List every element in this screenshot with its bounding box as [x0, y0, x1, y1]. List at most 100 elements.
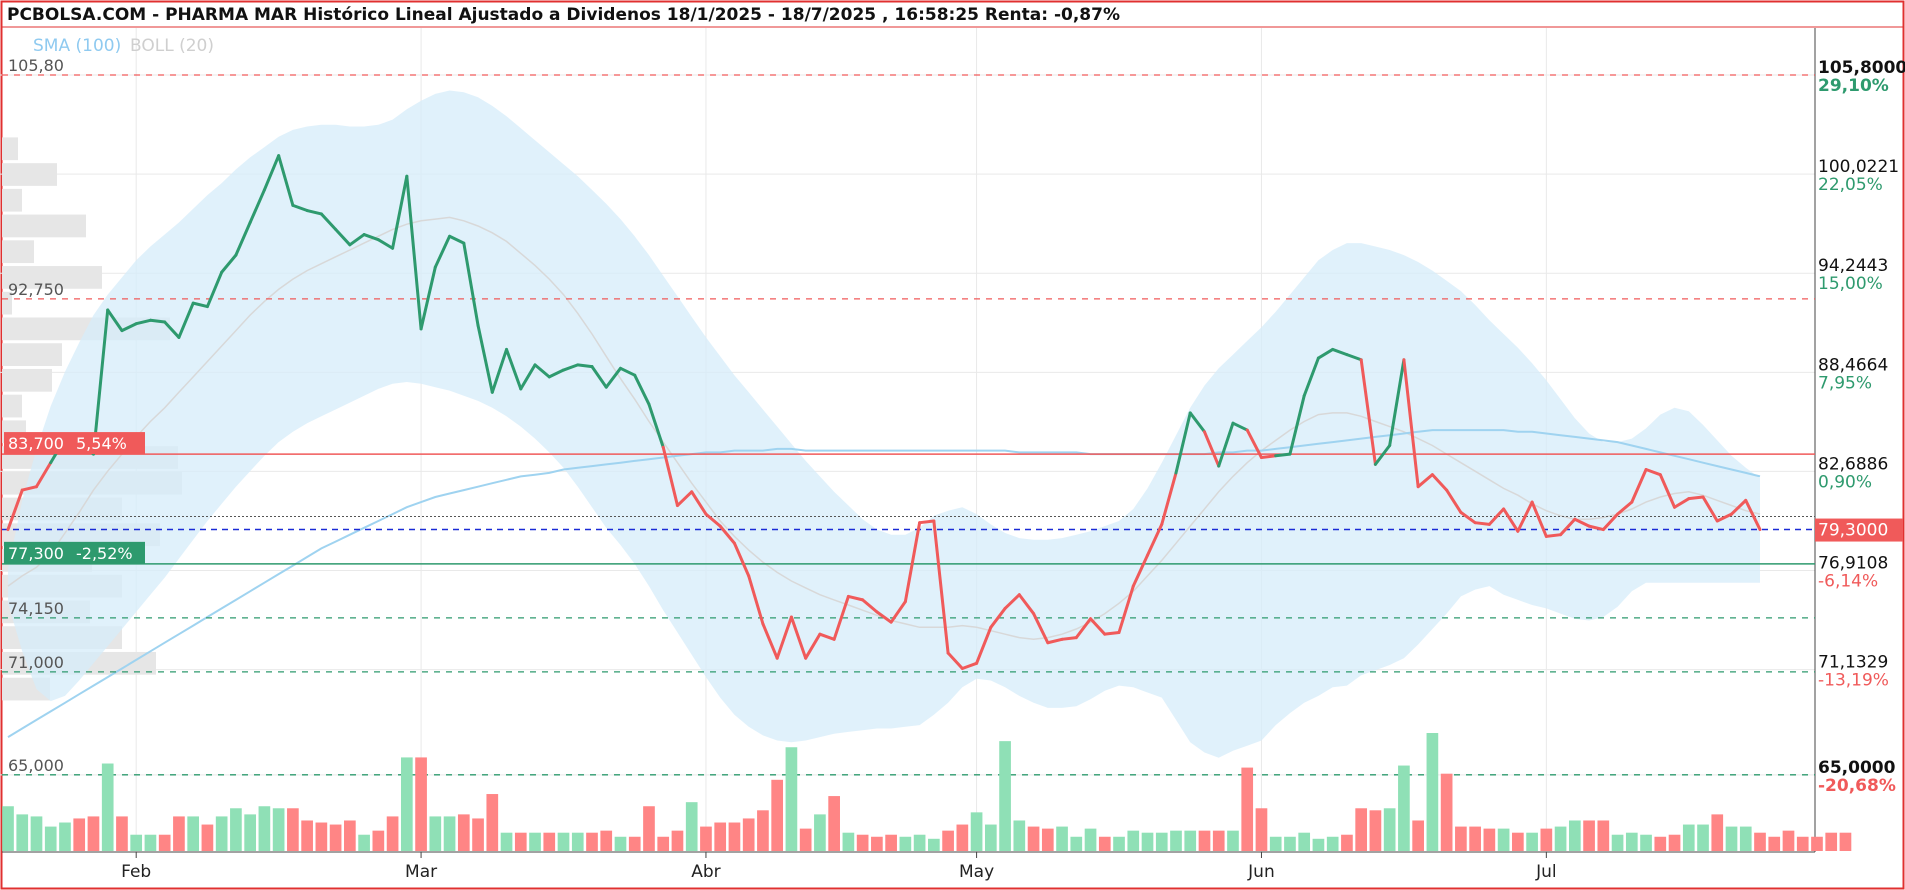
price-segment: [861, 598, 879, 614]
price-segment: [448, 234, 466, 245]
price-segment: [1060, 636, 1078, 641]
volume-bar: [842, 832, 855, 851]
price-segment: [576, 363, 594, 369]
volume-bar: [1754, 832, 1766, 851]
volume-bar: [1369, 810, 1382, 851]
volume-bar: [329, 824, 342, 851]
price-segment: [1359, 358, 1377, 466]
reference-level-label: 92,750: [8, 280, 64, 299]
price-segment: [1601, 512, 1620, 532]
volume-bar: [571, 832, 584, 851]
volume-bar: [942, 830, 954, 851]
price-segment: [1146, 522, 1164, 557]
volume-bar: [1455, 826, 1467, 851]
volume-bar: [1497, 828, 1510, 851]
right-axis-pct: -13,19%: [1818, 671, 1889, 691]
left-level-labels: 105,80 92,750 74,150 71,000 65,000 83,700 5,54…: [4, 56, 145, 775]
reference-level-label: 71,000: [8, 653, 64, 672]
volume-bar: [1568, 820, 1581, 851]
price-segment: [1630, 468, 1648, 504]
volume-bar: [1184, 830, 1197, 851]
price-segment: [932, 519, 950, 655]
volume-bar: [543, 832, 556, 851]
price-segment: [647, 402, 665, 449]
volume-bar: [1056, 826, 1068, 851]
price-segment: [1259, 454, 1278, 460]
volume-profile-bar: [2, 214, 86, 238]
volume-bar: [258, 806, 271, 851]
resistance-level-tag: [4, 541, 145, 564]
volume-bar: [1084, 828, 1097, 851]
price-segment: [533, 363, 551, 379]
price-segment: [20, 485, 38, 492]
price-segment: [191, 301, 209, 309]
volume-bar: [1412, 820, 1424, 851]
volume-bar: [244, 814, 256, 851]
price-segment: [832, 594, 850, 641]
sma-line: [7, 429, 1761, 738]
volume-bar: [999, 741, 1011, 851]
volume-bar: [415, 757, 427, 851]
volume-bar: [1483, 828, 1496, 851]
volume-bar: [586, 832, 598, 851]
volume-bar: [913, 834, 926, 851]
price-segment: [1502, 507, 1520, 533]
right-axis-price: 71,1329: [1818, 653, 1888, 673]
right-axis-pct: -20,68%: [1818, 776, 1896, 796]
price-segment: [134, 318, 152, 326]
volume-bar: [600, 830, 613, 851]
resistance-level-value: 77,300: [8, 544, 64, 563]
volume-bar: [1554, 826, 1567, 851]
price-segment: [91, 308, 110, 456]
volume-bar: [44, 826, 57, 851]
price-segment: [1316, 347, 1335, 360]
price-segment: [1573, 517, 1591, 528]
x-tick-label: May: [959, 862, 994, 882]
volume-bar: [400, 757, 413, 851]
price-segment: [775, 615, 793, 660]
volume-bar: [1298, 832, 1311, 851]
price-segment: [875, 610, 893, 624]
volume-bar: [1041, 828, 1054, 851]
reference-level-label: 65,000: [8, 756, 64, 775]
volume-bar: [1170, 830, 1182, 851]
price-segment: [34, 461, 53, 489]
volume-bar: [899, 836, 912, 851]
price-segment: [690, 490, 708, 516]
price-segment: [305, 209, 323, 216]
right-axis-price: 82,6886: [1818, 454, 1888, 474]
volume-bar: [386, 816, 399, 851]
price-segment: [348, 233, 366, 247]
support-level-tag: [4, 432, 145, 455]
volume-bar: [429, 816, 442, 851]
volume-bar: [1739, 826, 1752, 851]
price-segment: [1017, 593, 1036, 616]
sma-100-line: [7, 429, 1761, 738]
bollinger-band-area: [8, 90, 1760, 758]
volume-bar: [2, 806, 14, 851]
right-axis-pct: -6,14%: [1818, 572, 1878, 592]
support-level-value: 83,700: [8, 434, 64, 453]
price-segment: [547, 368, 566, 379]
volume-bar: [685, 802, 698, 851]
volume-bar: [557, 832, 570, 851]
price-segment: [248, 188, 266, 225]
price-segment: [1074, 617, 1093, 640]
volume-bar: [187, 816, 200, 851]
right-axis-price: 105,8000: [1818, 58, 1905, 78]
volume-profile-bar: [2, 291, 12, 315]
price-segment: [1245, 428, 1263, 460]
volume-bar: [344, 820, 356, 851]
volume-bar: [1440, 773, 1453, 851]
volume-bar: [1341, 834, 1353, 851]
volume-bar: [301, 820, 313, 851]
price-segment: [1459, 510, 1477, 525]
right-axis-pct: 7,95%: [1818, 373, 1872, 393]
support-level-pct: 5,54%: [76, 434, 127, 453]
volume-bar: [956, 824, 969, 851]
volume-bar: [201, 824, 214, 851]
volume-bar: [1811, 836, 1823, 851]
right-axis-pct: 0,90%: [1818, 472, 1872, 492]
volume-bar: [1512, 832, 1524, 851]
volume-bar: [1796, 836, 1809, 851]
